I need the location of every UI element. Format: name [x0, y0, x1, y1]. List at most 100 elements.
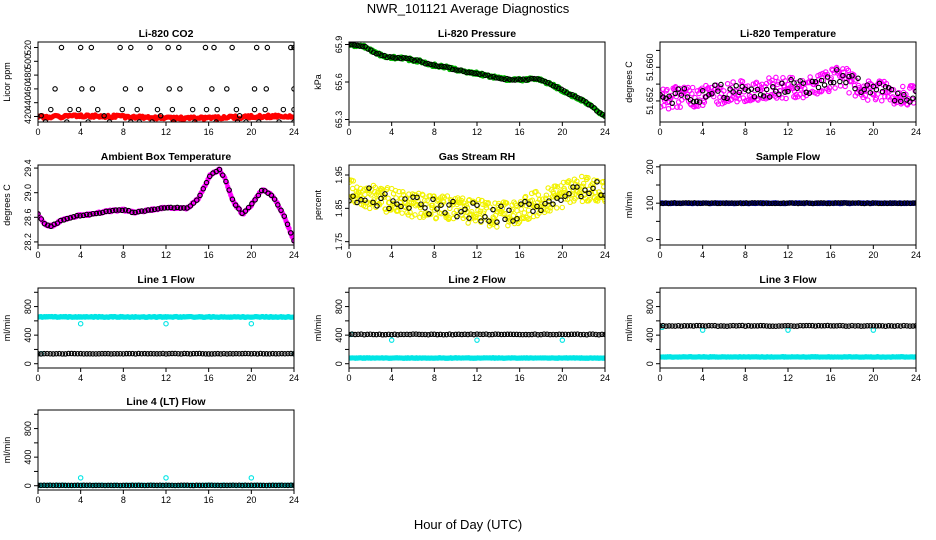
data-point [64, 119, 70, 122]
x-tick-label: 20 [868, 127, 878, 137]
x-tick-label: 24 [600, 127, 610, 137]
data-point [147, 44, 153, 51]
data-point [42, 119, 49, 122]
data-point [706, 322, 712, 329]
data-point [555, 85, 562, 92]
data-point [285, 350, 291, 357]
data-point [693, 322, 700, 329]
x-tick-label: 16 [515, 127, 525, 137]
data-point [910, 95, 916, 101]
data-point [90, 482, 96, 489]
chart-panel-7: Line 1 Flow ml/min 0 4 8 12 16 20 24 0 400 800 [2, 274, 299, 383]
data-point [489, 221, 496, 228]
data-point [800, 80, 806, 86]
x-tick-label: 16 [204, 250, 214, 260]
data-point [580, 331, 587, 338]
data-point [554, 183, 561, 190]
x-tick-label: 20 [246, 495, 256, 505]
data-point [675, 322, 682, 329]
data-point [352, 331, 358, 338]
data-point [522, 193, 529, 200]
data-point [760, 200, 767, 207]
data-point [730, 79, 736, 85]
data-point [841, 200, 847, 206]
data-point [101, 113, 107, 119]
x-tick-label: 4 [78, 250, 83, 260]
data-point [861, 200, 867, 207]
data-point [123, 482, 130, 489]
data-point [120, 351, 127, 357]
y-tick-label: 1.75 [334, 233, 344, 251]
data-point [117, 482, 124, 489]
data-point [503, 200, 510, 206]
data-point [910, 200, 916, 206]
data-point [740, 200, 747, 207]
data-point [399, 210, 405, 216]
data-point [800, 323, 806, 329]
data-point [174, 204, 181, 211]
data-point [539, 196, 546, 202]
data-point [602, 355, 605, 361]
chart-title: Line 4 (LT) Flow [126, 396, 206, 408]
data-point [452, 331, 459, 338]
y-tick-label: 65.3 [334, 111, 344, 129]
data-point [829, 200, 836, 206]
data-point [163, 475, 169, 481]
data-point [187, 351, 194, 357]
y-tick-label: 800 [23, 421, 33, 436]
data-point [785, 88, 791, 95]
data-point [855, 75, 861, 82]
data-point [732, 200, 738, 206]
data-point [680, 200, 686, 206]
data-point [474, 337, 480, 343]
plot-frame [37, 164, 295, 246]
data-point [581, 192, 587, 198]
chart-panel-1: Li-820 CO2 Licor ppm 0 4 8 12 16 20 24 4204404604… [2, 28, 299, 137]
data-point [903, 91, 909, 98]
data-point [151, 206, 158, 213]
data-point [748, 86, 755, 92]
data-point [370, 199, 376, 206]
data-point [782, 322, 788, 329]
data-point [65, 482, 72, 489]
y-tick-label: 29.0 [23, 184, 33, 202]
data-point [900, 83, 906, 90]
data-point [726, 200, 732, 206]
data-point [795, 200, 801, 207]
data-point [803, 200, 810, 206]
data-point [132, 482, 139, 489]
x-tick-label: 4 [700, 250, 705, 260]
data-point [727, 323, 733, 329]
data-point [888, 86, 895, 93]
chart-panel-5: Gas Stream RH percent 0 4 8 12 16 20 24 1.75 1.85 1… [313, 151, 610, 260]
data-point [538, 207, 544, 214]
data-point [858, 89, 864, 96]
data-point [468, 69, 475, 76]
data-point [891, 323, 898, 329]
data-point [233, 350, 239, 357]
y-tick-label: 400 [334, 328, 344, 343]
data-point [77, 475, 84, 481]
data-point [687, 322, 694, 329]
x-tick-label: 12 [783, 250, 793, 260]
data-point [80, 351, 87, 357]
data-point [166, 350, 172, 357]
data-point [844, 200, 850, 206]
x-tick-label: 16 [826, 250, 836, 260]
data-point [525, 76, 532, 83]
data-point [890, 200, 896, 206]
data-point [669, 100, 675, 106]
data-point [169, 350, 175, 357]
data-point [706, 200, 712, 207]
data-point [351, 42, 358, 48]
chart-title: Li-820 CO2 [139, 28, 194, 40]
data-point [518, 201, 524, 207]
data-point [852, 323, 858, 329]
data-point [672, 323, 678, 329]
data-point [106, 208, 113, 214]
data-point [137, 86, 144, 92]
data-point [257, 350, 264, 357]
data-point [441, 63, 448, 70]
data-point [129, 209, 135, 216]
data-point [660, 323, 663, 329]
